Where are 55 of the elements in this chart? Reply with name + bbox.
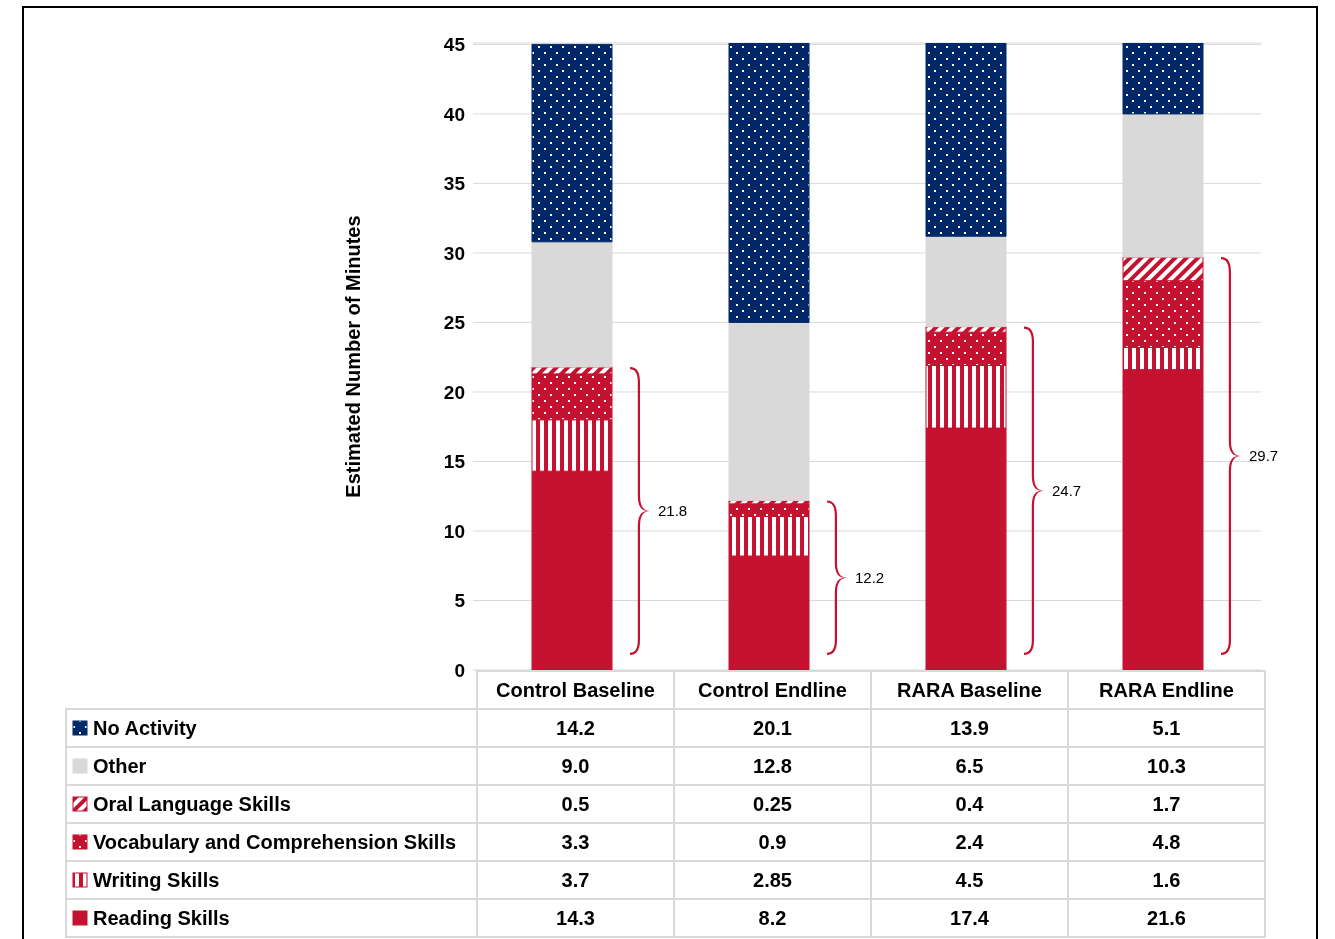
y-tick-label: 10 (443, 520, 465, 542)
bar (1122, 43, 1204, 115)
y-tick-label: 35 (443, 173, 466, 195)
bar (728, 43, 810, 323)
annotation: 24.7 (1052, 481, 1082, 499)
legend-label: Other (93, 755, 147, 777)
data-label: 12.8 (674, 747, 871, 785)
legend-item: Writing Skills (72, 869, 220, 891)
data-label: 2.4 (871, 823, 1068, 861)
data-label: 21.6 (1068, 899, 1265, 937)
data-label: 3.3 (477, 823, 674, 861)
data-label: 1.7 (1068, 785, 1265, 823)
legend-label: No Activity (93, 717, 198, 739)
data-label: 17.4 (871, 899, 1068, 937)
data-label: 14.3 (477, 899, 674, 937)
legend-item: Oral Language Skills (72, 793, 291, 815)
data-label: 13.9 (871, 709, 1068, 747)
data-label: 8.2 (674, 899, 871, 937)
x-tick-label: RARA Endline (1068, 671, 1265, 709)
data-label: 6.5 (871, 747, 1068, 785)
bar (531, 43, 613, 243)
y-axis-title: Estimated Number of Minutes (342, 215, 365, 498)
bar (925, 43, 1007, 237)
x-tick-label: Control Endline (674, 671, 871, 709)
data-label: 0.25 (674, 785, 871, 823)
y-tick-label: 0 (454, 659, 465, 681)
data-label: 3.7 (477, 861, 674, 899)
data-label: 0.9 (674, 823, 871, 861)
y-tick-label: 45 (443, 34, 466, 56)
data-label: 20.1 (674, 709, 871, 747)
annotation: 12.2 (855, 568, 885, 586)
legend-item: Other (72, 755, 147, 777)
y-tick-label: 5 (454, 590, 466, 612)
data-label: 10.3 (1068, 747, 1265, 785)
y-tick-label: 30 (443, 242, 465, 264)
x-tick-label: RARA Baseline (871, 671, 1068, 709)
legend-item: Reading Skills (72, 907, 230, 929)
annotation: 21.8 (658, 501, 688, 519)
annotation: 29.7 (1249, 447, 1279, 465)
legend-item: No Activity (72, 717, 197, 739)
data-label: 5.1 (1068, 709, 1265, 747)
data-label: 4.5 (871, 861, 1068, 899)
data-label: 2.85 (674, 861, 871, 899)
data-label: 4.8 (1068, 823, 1265, 861)
data-label: 14.2 (477, 709, 674, 747)
y-tick-label: 20 (443, 381, 465, 403)
data-label: 0.4 (871, 785, 1068, 823)
data-label: 1.6 (1068, 861, 1265, 899)
x-tick-label: Control Baseline (477, 671, 674, 709)
data-label: 9.0 (477, 747, 674, 785)
data-label: 0.5 (477, 785, 674, 823)
y-tick-label: 15 (443, 451, 466, 473)
legend-item: Vocabulary and Comprehension Skills (72, 831, 457, 853)
y-tick-label: 40 (443, 103, 465, 125)
y-tick-label: 25 (443, 312, 466, 334)
